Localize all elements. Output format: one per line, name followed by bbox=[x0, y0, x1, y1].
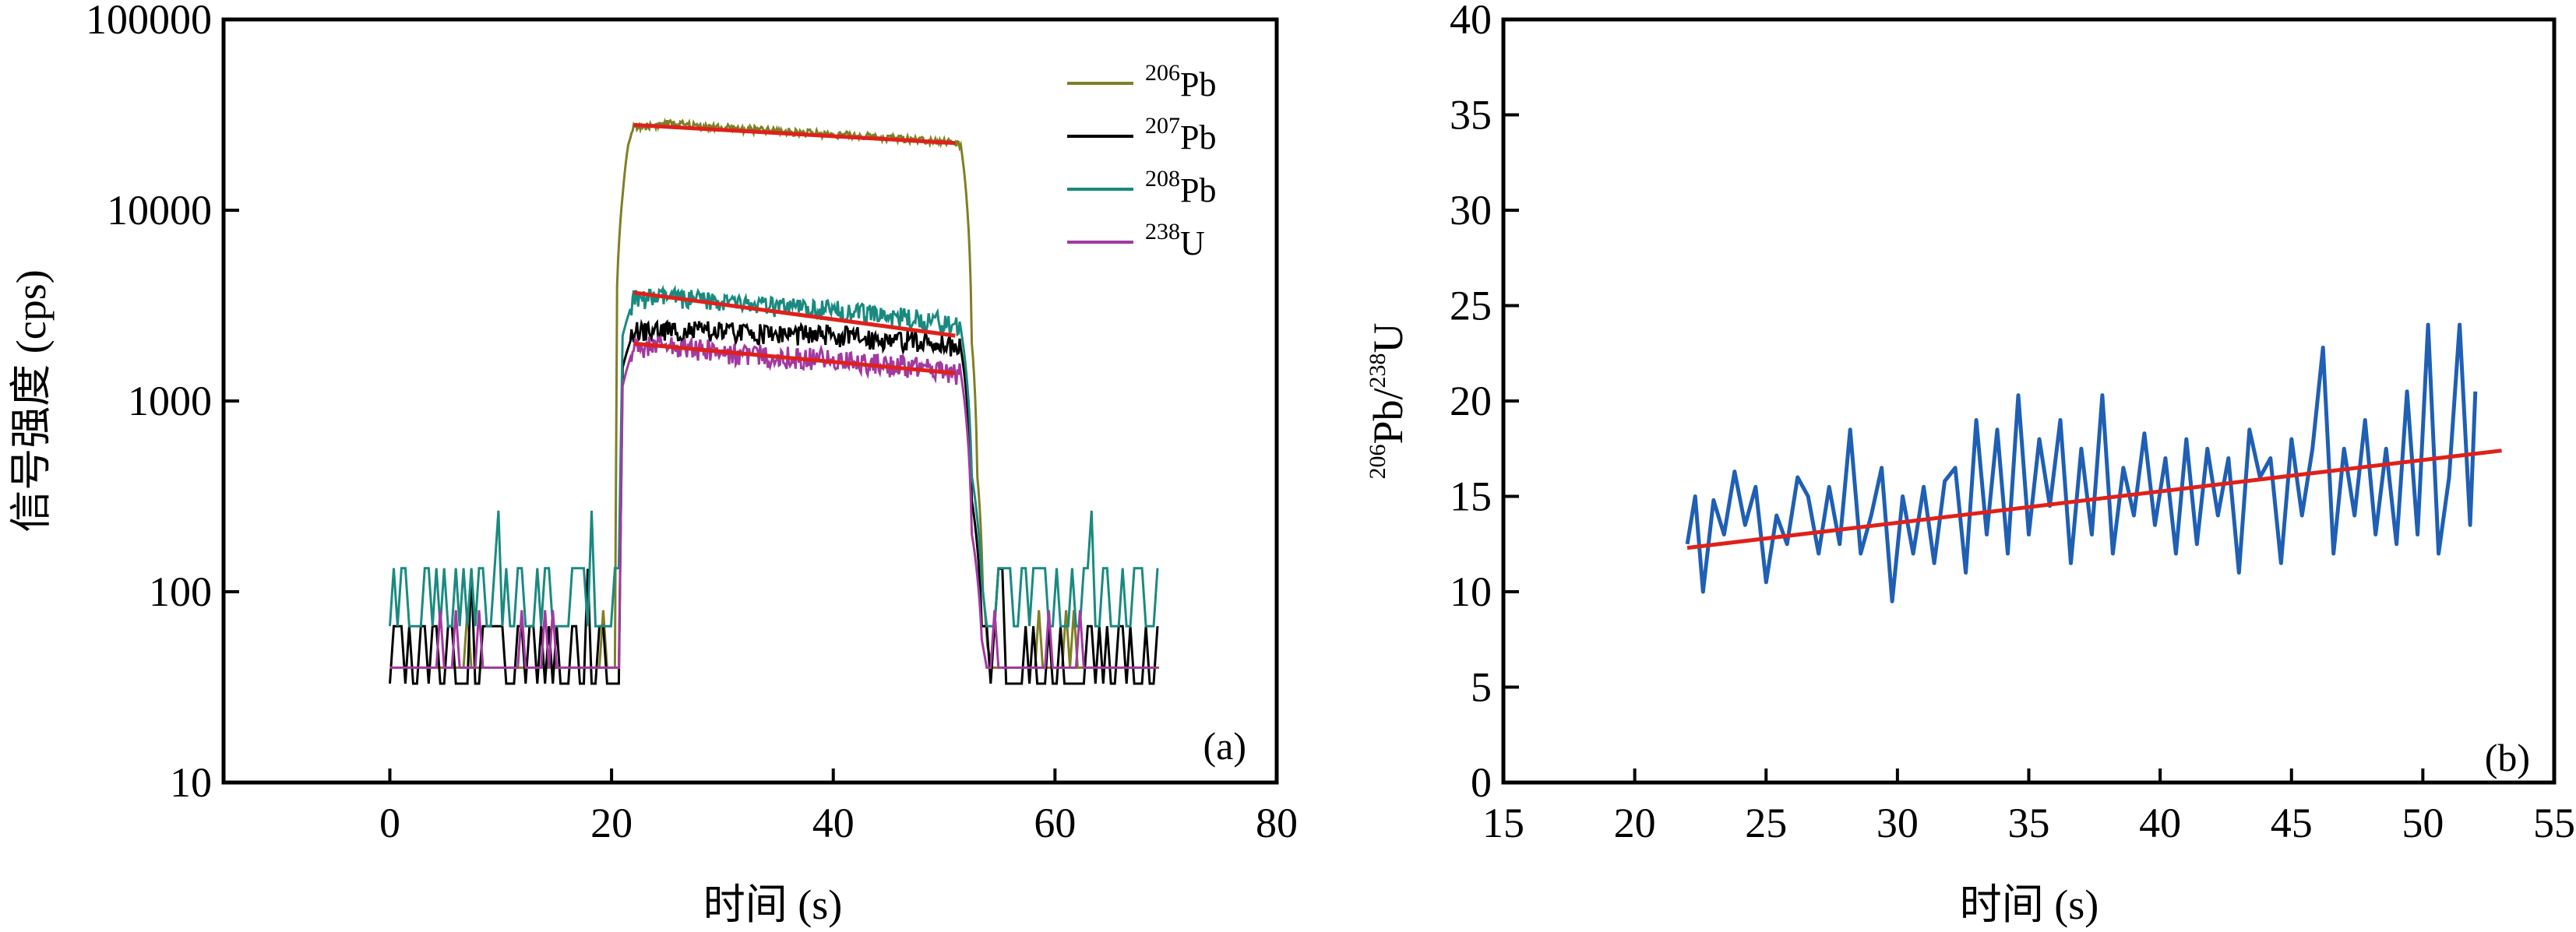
y-tick-label: 35 bbox=[1450, 92, 1492, 139]
panel-a: 0 20 40 60 80 10 100 1000 10000 100000 (a) 时间 (s)… bbox=[8, 0, 1298, 928]
panel-a-y-axis-title: 信号强度 (cps) bbox=[8, 269, 55, 532]
panel-b-data bbox=[1685, 322, 2502, 603]
x-tick-label: 45 bbox=[2271, 800, 2313, 846]
fit-line-208Pb bbox=[633, 290, 956, 338]
x-tick-label: 25 bbox=[1745, 800, 1787, 846]
series-207Pb-line bbox=[389, 318, 1159, 685]
panel-b: 15 20 25 30 35 40 45 50 55 0 5 10 15 20 25 30 35 40 (b) 时… bbox=[1365, 0, 2575, 928]
ratio-fit-line bbox=[1686, 448, 2502, 550]
fit-line-206Pb bbox=[633, 122, 956, 146]
y-tick-label: 40 bbox=[1450, 0, 1492, 43]
x-tick-label: 40 bbox=[812, 800, 855, 846]
y-tick-label: 10000 bbox=[107, 187, 212, 234]
panel-a-data bbox=[389, 117, 1160, 685]
y-tick-label: 15 bbox=[1450, 473, 1492, 520]
panel-b-label: (b) bbox=[2485, 736, 2530, 779]
panel-a-legend: 206Pb 207Pb 208Pb 238U bbox=[1067, 60, 1216, 262]
x-tick-label: 30 bbox=[1876, 800, 1919, 846]
panel-b-ticks: 15 20 25 30 35 40 45 50 55 0 5 10 15 20 25 30 35 40 bbox=[1450, 0, 2575, 846]
legend-label-208Pb: 208Pb bbox=[1145, 166, 1216, 209]
y-tick-label: 100 bbox=[149, 568, 212, 615]
x-tick-label: 15 bbox=[1482, 800, 1524, 846]
ratio-series-line bbox=[1685, 322, 2478, 603]
x-tick-label: 20 bbox=[590, 800, 633, 846]
x-tick-label: 55 bbox=[2533, 800, 2575, 846]
y-tick-label: 10 bbox=[170, 759, 212, 806]
panel-b-y-axis-title: 206Pb/238U bbox=[1365, 322, 1411, 479]
legend-label-206Pb: 206Pb bbox=[1145, 60, 1216, 104]
y-tick-label: 1000 bbox=[128, 378, 212, 424]
x-tick-label: 60 bbox=[1034, 800, 1076, 846]
y-tick-label: 25 bbox=[1450, 283, 1492, 329]
y-tick-label: 5 bbox=[1471, 664, 1492, 711]
y-tick-label: 0 bbox=[1471, 759, 1492, 806]
series-238U-line bbox=[389, 334, 1158, 669]
panel-a-label: (a) bbox=[1203, 724, 1247, 768]
panel-a-x-axis-title: 时间 (s) bbox=[703, 881, 842, 928]
x-tick-label: 40 bbox=[2139, 800, 2181, 846]
panel-a-ticks: 0 20 40 60 80 10 100 1000 10000 100000 bbox=[86, 0, 1298, 846]
x-tick-label: 35 bbox=[2008, 800, 2050, 846]
series-208Pb-line bbox=[389, 284, 1159, 628]
y-tick-label: 10 bbox=[1450, 568, 1492, 615]
fit-line-238U bbox=[633, 341, 956, 375]
y-tick-label: 30 bbox=[1450, 187, 1492, 234]
legend-label-238U: 238U bbox=[1145, 219, 1205, 262]
x-tick-label: 0 bbox=[379, 800, 400, 846]
y-tick-label: 20 bbox=[1450, 378, 1492, 424]
x-tick-label: 50 bbox=[2402, 800, 2444, 846]
legend-label-207Pb: 207Pb bbox=[1145, 113, 1216, 157]
x-tick-label: 20 bbox=[1614, 800, 1656, 846]
panel-b-x-axis-title: 时间 (s) bbox=[1960, 881, 2099, 928]
y-tick-label: 100000 bbox=[86, 0, 212, 43]
panel-b-frame bbox=[1501, 17, 2557, 785]
x-tick-label: 80 bbox=[1256, 800, 1298, 846]
